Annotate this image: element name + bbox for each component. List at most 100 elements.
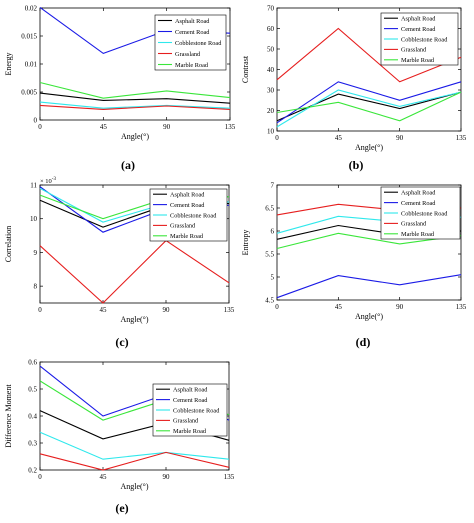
- legend-entry: Grassland: [170, 223, 196, 230]
- y-tick-label: 0.3: [28, 440, 37, 448]
- x-tick-label: 135: [224, 306, 235, 314]
- x-axis-label: Angle(°): [120, 315, 148, 324]
- y-axis-label: Entropy: [241, 230, 250, 256]
- y-tick-label: 7: [271, 182, 275, 190]
- legend: Asphalt Road Cement Road Cobblestone Road G…: [380, 186, 461, 240]
- y-tick-label: 0.5: [28, 386, 37, 394]
- legend-entry: Marble Road: [401, 57, 435, 64]
- series-line-marble-road: [276, 91, 462, 122]
- axis-multiplier: × 10-3: [40, 177, 56, 185]
- series-line-marble-road: [276, 232, 462, 250]
- y-tick-label: 0.005: [21, 89, 37, 97]
- chart-panel-c: 0 45 90 135 8 9 10 11 × 10-3 Angle(°) Correlation A…: [4, 177, 235, 349]
- x-tick-label: 135: [224, 473, 235, 481]
- x-tick-label: 90: [163, 123, 171, 131]
- y-tick-label: 10: [267, 128, 275, 136]
- x-tick-label: 0: [38, 473, 42, 481]
- legend-entry: Cement Road: [401, 26, 436, 33]
- legend-entry: Asphalt Road: [170, 192, 205, 199]
- x-tick-label: 45: [100, 306, 108, 314]
- legend: Asphalt Road Cement Road Cobblestone Road G…: [152, 383, 228, 437]
- legend-entry: Marble Road: [173, 428, 207, 435]
- y-tick-label: 0.2: [28, 467, 37, 475]
- x-tick-label: 0: [275, 303, 279, 311]
- y-tick-label: 0.6: [28, 359, 37, 367]
- x-axis-label: Angle(°): [121, 132, 149, 141]
- y-axis-label: Correlation: [4, 226, 13, 262]
- x-tick-label: 45: [335, 134, 343, 142]
- y-tick-label: 0.4: [28, 413, 37, 421]
- legend: Asphalt Road Cement Road Cobblestone Road G…: [149, 188, 228, 242]
- x-tick-label: 135: [456, 303, 467, 311]
- chart-panel-b: 0 45 90 135 10 20 30 40 50 60 70 Angle(°) Contrast As…: [241, 5, 467, 173]
- legend-entry: Cobblestone Road: [173, 407, 220, 414]
- y-tick-label: 8: [34, 283, 38, 291]
- y-tick-label: 0.015: [21, 33, 37, 41]
- legend-entry: Marble Road: [401, 231, 435, 238]
- series-line-grassland: [39, 239, 230, 304]
- legend-box: [154, 14, 227, 71]
- x-tick-label: 90: [396, 134, 404, 142]
- panel-caption: (b): [349, 158, 364, 172]
- legend-entry: Cobblestone Road: [175, 40, 222, 47]
- legend-entry: Cement Road: [173, 397, 208, 404]
- y-axis-label: Contrast: [241, 55, 250, 83]
- x-tick-label: 45: [100, 473, 108, 481]
- x-tick-label: 135: [456, 134, 467, 142]
- y-tick-label: 20: [267, 107, 275, 115]
- y-axis-label: Energy: [4, 53, 13, 76]
- legend-entry: Grassland: [173, 418, 199, 425]
- legend-entry: Asphalt Road: [401, 16, 436, 23]
- series-line-cobblestone-road: [276, 89, 462, 128]
- x-tick-label: 0: [38, 306, 42, 314]
- y-tick-label: 50: [267, 46, 275, 54]
- legend-entry: Grassland: [401, 221, 427, 228]
- legend-entry: Marble Road: [170, 233, 204, 240]
- legend-entry: Marble Road: [175, 62, 209, 69]
- y-tick-label: 30: [267, 87, 275, 95]
- legend-entry: Cobblestone Road: [401, 210, 448, 217]
- panel-caption: (e): [115, 501, 128, 515]
- chart-panel-d: 0 45 90 135 4.5 5 5.5 6 6.5 7 Angle(°) Entropy Aspha…: [241, 182, 467, 350]
- x-tick-label: 90: [396, 303, 404, 311]
- y-tick-label: 70: [267, 5, 275, 13]
- series-line-cement-road: [276, 274, 462, 299]
- y-tick-label: 60: [267, 25, 275, 33]
- axis-multiplier-base: × 10: [40, 178, 52, 185]
- x-tick-label: 0: [275, 134, 279, 142]
- y-tick-label: 5.5: [265, 251, 274, 259]
- legend-entry: Cobblestone Road: [401, 36, 448, 43]
- y-tick-label: 0: [34, 117, 38, 125]
- chart-panel-e: 0 45 90 135 0.2 0.3 0.4 0.5 0.6 Angle(°) Differenc…: [4, 359, 235, 516]
- legend-entry: Grassland: [175, 51, 201, 58]
- legend-entry: Cement Road: [170, 202, 205, 209]
- legend-entry: Asphalt Road: [173, 387, 208, 394]
- y-tick-label: 9: [34, 249, 38, 257]
- legend-entry: Grassland: [401, 47, 427, 54]
- chart-panel-a: 0 45 90 135 0 0.005 0.01 0.015 0.02 Angle(°) Energ…: [4, 5, 236, 173]
- x-tick-label: 45: [335, 303, 343, 311]
- y-tick-label: 0.02: [25, 5, 38, 13]
- y-tick-label: 5: [271, 274, 275, 282]
- series-line-grassland: [39, 104, 231, 110]
- y-axis-label: Difference Moment: [4, 384, 13, 448]
- legend-entry: Asphalt Road: [401, 190, 436, 197]
- axis-multiplier-exponent: -3: [52, 177, 57, 182]
- x-tick-label: 0: [38, 123, 42, 131]
- y-tick-label: 10: [30, 215, 38, 223]
- series-line-marble-road: [39, 81, 231, 99]
- series-line-asphalt-road: [39, 92, 231, 104]
- legend-entry: Cement Road: [175, 29, 210, 36]
- series-line-cement-road: [276, 81, 462, 124]
- x-tick-label: 90: [163, 306, 171, 314]
- legend-box: [152, 383, 228, 437]
- y-tick-label: 6: [271, 228, 275, 236]
- x-axis-label: Angle(°): [355, 143, 383, 152]
- series-line-cobblestone-road: [39, 101, 231, 109]
- series-line-cobblestone-road: [39, 431, 230, 460]
- y-tick-label: 40: [267, 66, 275, 74]
- y-tick-label: 0.01: [25, 61, 38, 69]
- legend-entry: Cobblestone Road: [170, 212, 217, 219]
